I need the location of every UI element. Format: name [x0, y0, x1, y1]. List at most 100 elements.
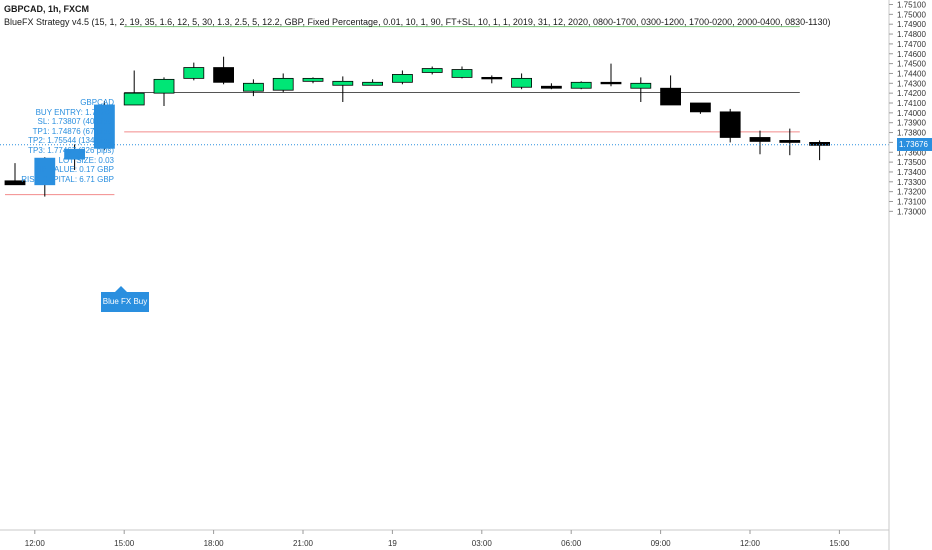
candle [481, 75, 503, 84]
info-line: TP1: 1.74876 (67 pips) [32, 126, 114, 136]
y-tick-label: 1.73500 [897, 158, 926, 167]
candle [123, 70, 145, 106]
candle [4, 163, 26, 186]
y-tick-label: 1.75100 [897, 1, 926, 10]
y-tick-label: 1.74200 [897, 89, 926, 98]
info-line: TP3: 1.77467 (326 pips) [28, 145, 114, 155]
candle-body [719, 111, 741, 138]
info-line: SL: 1.73807 (40 pips) [37, 117, 115, 127]
y-tick-label: 1.74300 [897, 79, 926, 88]
candle [541, 83, 562, 90]
y-tick-label: 1.74400 [897, 69, 926, 78]
candle [94, 101, 115, 151]
candle [362, 79, 384, 86]
candle-body [541, 85, 562, 89]
study-legend[interactable]: BlueFX Strategy v4.5 (15, 1, 2, 19, 35, … [4, 17, 831, 27]
info-line: RISK CAPITAL: 6.71 GBP [21, 174, 114, 184]
y-tick-label: 1.73300 [897, 178, 926, 187]
buy-signal-tag: Blue FX Buy [101, 292, 149, 312]
candle [809, 140, 830, 161]
y-tick-label: 1.73600 [897, 148, 926, 157]
candle [213, 56, 235, 85]
candle-body [749, 137, 771, 142]
info-line: BUY ENTRY: 1.74207 [35, 107, 114, 117]
y-tick-label: 1.73000 [897, 207, 926, 216]
y-tick-label: 1.74000 [897, 109, 926, 118]
info-line: TP2: 1.75544 (134 pips) [28, 136, 114, 146]
buy-signal-arrow-icon [115, 286, 127, 292]
candle [779, 128, 801, 156]
candle-body [570, 81, 592, 89]
x-tick-label: 15:00 [829, 539, 850, 548]
current-price-badge: 1.73676 [897, 138, 932, 152]
info-line: GBPCAD [80, 98, 114, 107]
candle-body [332, 80, 354, 86]
y-tick-label: 1.74500 [897, 60, 926, 69]
candle [630, 77, 652, 103]
candle [719, 108, 741, 143]
candle-body [302, 77, 324, 82]
candle [749, 130, 771, 155]
candle-body [451, 69, 473, 78]
y-tick-label: 1.73200 [897, 188, 926, 197]
candle-body [660, 87, 681, 106]
candle-body [272, 77, 294, 91]
y-tick-label: 1.73900 [897, 119, 926, 128]
x-tick-label: 06:00 [561, 539, 582, 548]
candle-body [242, 82, 264, 92]
x-tick-label: 12:00 [740, 539, 761, 548]
candle-body [123, 92, 145, 106]
x-tick-label: 03:00 [472, 539, 493, 548]
candle [183, 62, 205, 81]
candle-body [183, 67, 205, 79]
candle-body [600, 81, 622, 85]
x-tick-label: 21:00 [293, 539, 314, 548]
candle-body [630, 82, 652, 89]
candle-body [153, 78, 175, 94]
x-tick-label: 19 [388, 539, 397, 548]
y-tick-label: 1.74800 [897, 30, 926, 39]
y-tick-label: 1.74600 [897, 50, 926, 59]
candle [64, 144, 85, 170]
candle [421, 66, 443, 75]
candle [511, 73, 533, 90]
candle-body [362, 81, 384, 86]
candle [660, 75, 681, 106]
candle [302, 77, 324, 84]
candle [153, 77, 175, 106]
candle [690, 102, 711, 114]
candle-body [391, 74, 413, 83]
y-tick-label: 1.73400 [897, 168, 926, 177]
info-line: LOT SIZE: 0.03 [58, 155, 114, 165]
y-tick-label: 1.74100 [897, 99, 926, 108]
candle [600, 63, 622, 87]
y-tick-label: 1.75000 [897, 10, 926, 19]
candle-body [34, 157, 56, 186]
time-axis[interactable]: 12:00 15:00 18:00 21:00 19 03:00 06:00 09:00 12:… [0, 529, 889, 548]
candle [34, 157, 56, 197]
symbol-title[interactable]: GBPCAD, 1h, FXCM [4, 4, 90, 14]
candle-body [690, 102, 711, 113]
candle-body [779, 140, 801, 143]
candle-body [4, 180, 26, 186]
x-tick-label: 09:00 [651, 539, 672, 548]
candle-body [64, 148, 85, 160]
trade-info-box: GBPCAD BUY ENTRY: 1.74207 SL: 1.73807 (40 … [14, 98, 114, 184]
candle-body [421, 68, 443, 73]
candle [332, 76, 354, 103]
y-tick-label: 1.73800 [897, 129, 926, 138]
y-tick-label: 1.74700 [897, 40, 926, 49]
y-tick-label: 1.74900 [897, 20, 926, 29]
candle-body [213, 67, 235, 83]
price-axis[interactable]: 1.751001.750001.749001.748001.747001.746… [888, 0, 926, 550]
x-tick-label: 12:00 [25, 539, 46, 548]
info-line: PIP VALUE: 0.17 GBP [34, 165, 114, 175]
candle [391, 70, 413, 85]
candle-body [94, 104, 115, 149]
plot-area [0, 26, 889, 197]
x-tick-label: 18:00 [204, 539, 225, 548]
y-tick-label: 1.73100 [897, 198, 926, 207]
candle [242, 79, 264, 97]
candle-body [511, 77, 533, 88]
